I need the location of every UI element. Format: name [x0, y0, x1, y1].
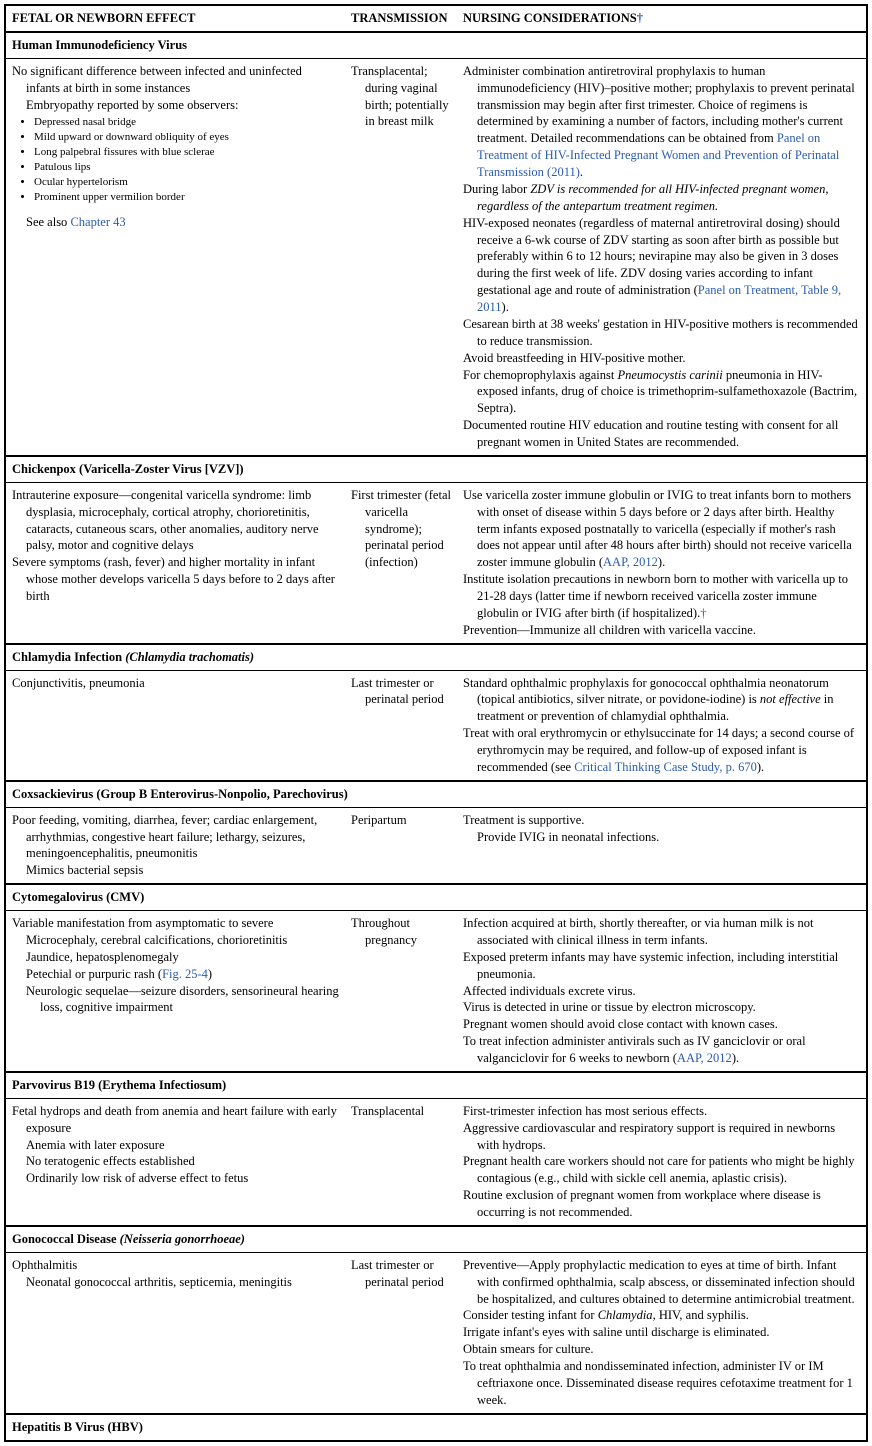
cell-effect: Variable manifestation from asymptomatic… [5, 911, 345, 1072]
cell-effect: Conjunctivitis, pneumonia [5, 670, 345, 781]
reference-link[interactable]: AAP, 2012 [677, 1051, 732, 1065]
header-transmission: TRANSMISSION [345, 5, 457, 32]
cell-effect: Ophthalmitis Neonatal gonococcal arthrit… [5, 1252, 345, 1413]
cell-effect: Fetal hydrops and death from anemia and … [5, 1098, 345, 1226]
table-row: Ophthalmitis Neonatal gonococcal arthrit… [5, 1252, 867, 1413]
table-row: No significant difference between infect… [5, 58, 867, 456]
cell-effect: Poor feeding, vomiting, diarrhea, fever;… [5, 807, 345, 884]
bullet-list: Depressed nasal bridge Mild upward or do… [34, 115, 339, 204]
dagger-icon: † [637, 11, 643, 25]
header-row: FETAL OR NEWBORN EFFECT TRANSMISSION NUR… [5, 5, 867, 32]
table-row: Variable manifestation from asymptomatic… [5, 911, 867, 1072]
cell-effect: No significant difference between infect… [5, 58, 345, 456]
cell-considerations: Standard ophthalmic prophylaxis for gono… [457, 670, 867, 781]
cell-transmission: Transplacental [345, 1098, 457, 1226]
cell-considerations: Preventive—Apply prophylactic medication… [457, 1252, 867, 1413]
section-header: Chlamydia Infection (Chlamydia trachomat… [5, 644, 867, 670]
header-considerations: NURSING CONSIDERATIONS† [457, 5, 867, 32]
cell-transmission: Peripartum [345, 807, 457, 884]
reference-link[interactable]: AAP, 2012 [603, 555, 658, 569]
cell-considerations: Treatment is supportive. Provide IVIG in… [457, 807, 867, 884]
section-header: Cytomegalovirus (CMV) [5, 884, 867, 910]
section-title: Parvovirus B19 (Erythema Infectiosum) [5, 1072, 867, 1098]
dagger-icon: † [700, 606, 706, 620]
reference-link[interactable]: Critical Thinking Case Study, p. 670 [574, 760, 757, 774]
cell-considerations: Use varicella zoster immune globulin or … [457, 482, 867, 643]
table-row: Intrauterine exposure—congenital varicel… [5, 482, 867, 643]
chapter-link[interactable]: Chapter 43 [70, 215, 125, 229]
section-header: Hepatitis B Virus (HBV) [5, 1414, 867, 1441]
cell-considerations: Administer combination antiretroviral pr… [457, 58, 867, 456]
cell-considerations: First-trimester infection has most serio… [457, 1098, 867, 1226]
cell-transmission: Last trimester or perinatal period [345, 1252, 457, 1413]
cell-effect: Intrauterine exposure—congenital varicel… [5, 482, 345, 643]
section-title: Coxsackievirus (Group B Enterovirus-Nonp… [5, 781, 867, 807]
section-title: Chlamydia Infection (Chlamydia trachomat… [5, 644, 867, 670]
section-title: Human Immunodeficiency Virus [5, 32, 867, 58]
section-title: Cytomegalovirus (CMV) [5, 884, 867, 910]
cell-considerations: Infection acquired at birth, shortly the… [457, 911, 867, 1072]
header-effect: FETAL OR NEWBORN EFFECT [5, 5, 345, 32]
section-header: Parvovirus B19 (Erythema Infectiosum) [5, 1072, 867, 1098]
cell-transmission: Transplacental; during vaginal birth; po… [345, 58, 457, 456]
infections-table: FETAL OR NEWBORN EFFECT TRANSMISSION NUR… [4, 4, 868, 1442]
cell-transmission: Throughout pregnancy [345, 911, 457, 1072]
cell-transmission: First trimester (fetal varicella syndrom… [345, 482, 457, 643]
section-title: Chickenpox (Varicella-Zoster Virus [VZV]… [5, 456, 867, 482]
figure-link[interactable]: Fig. 25-4 [162, 967, 208, 981]
section-header: Coxsackievirus (Group B Enterovirus-Nonp… [5, 781, 867, 807]
table-row: Fetal hydrops and death from anemia and … [5, 1098, 867, 1226]
section-header: Human Immunodeficiency Virus [5, 32, 867, 58]
table-row: Poor feeding, vomiting, diarrhea, fever;… [5, 807, 867, 884]
section-title: Gonococcal Disease (Neisseria gonorrhoea… [5, 1226, 867, 1252]
table-row: Conjunctivitis, pneumonia Last trimester… [5, 670, 867, 781]
section-title: Hepatitis B Virus (HBV) [5, 1414, 867, 1441]
cell-transmission: Last trimester or perinatal period [345, 670, 457, 781]
section-header: Chickenpox (Varicella-Zoster Virus [VZV]… [5, 456, 867, 482]
section-header: Gonococcal Disease (Neisseria gonorrhoea… [5, 1226, 867, 1252]
